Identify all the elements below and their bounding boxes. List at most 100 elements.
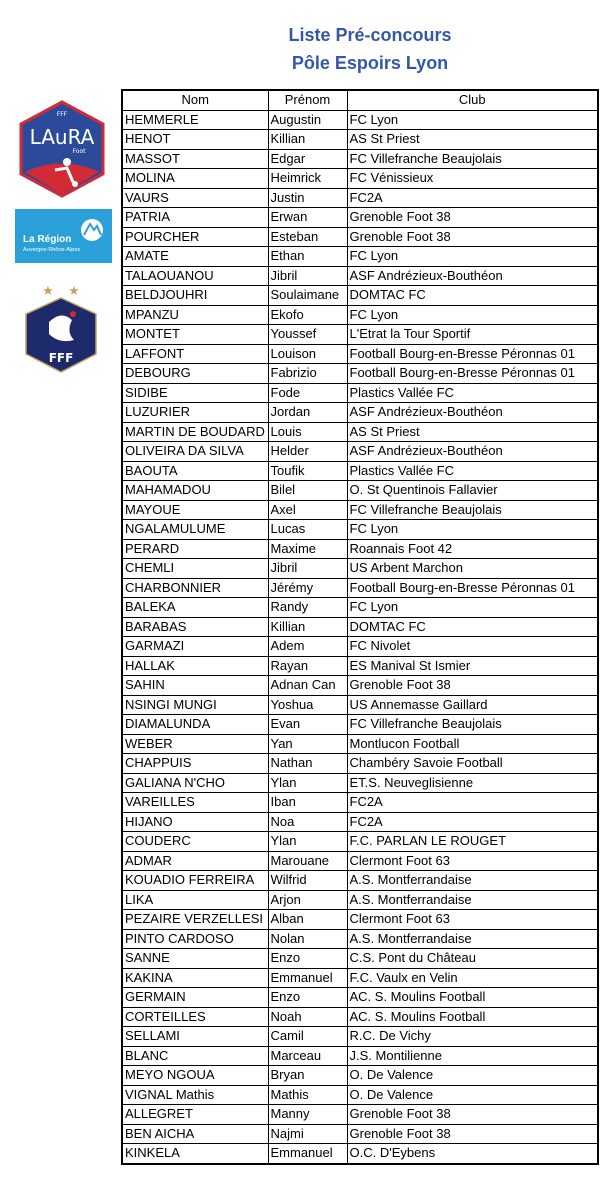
nom-cell: SIDIBE xyxy=(121,382,269,403)
players-table: Nom Prénom Club HEMMERLE Augustin FC Lyon H… xyxy=(121,89,599,1165)
nom-cell: WEBER xyxy=(121,733,269,754)
nom-cell: LUZURIER xyxy=(121,402,269,423)
club-cell: ET.S. Neuveglisienne xyxy=(346,772,599,793)
table-row: CHAPPUIS Nathan Chambéry Savoie Football xyxy=(121,753,599,774)
prenom-cell: Adnan Can xyxy=(267,675,348,696)
table-row: HALLAK Rayan ES Manival St Ismier xyxy=(121,655,599,676)
table-row: BELDJOUHRI Soulaimane DOMTAC FC xyxy=(121,285,599,306)
fff-logo: ★ ★ FFF xyxy=(25,283,97,373)
prenom-cell: Manny xyxy=(267,1104,348,1125)
club-cell: FC Nivolet xyxy=(346,636,599,657)
table-row: PERARD Maxime Roannais Foot 42 xyxy=(121,538,599,559)
club-cell: Clermont Foot 63 xyxy=(346,909,599,930)
club-cell: AC. S. Moulins Football xyxy=(346,1006,599,1027)
header-nom: Nom xyxy=(121,89,269,111)
table-row: MEYO NGOUA Bryan O. De Valence xyxy=(121,1065,599,1086)
table-row: MARTIN DE BOUDARD Louis AS St Priest xyxy=(121,421,599,442)
club-cell: Grenoble Foot 38 xyxy=(346,226,599,247)
prenom-cell: Mathis xyxy=(267,1084,348,1105)
nom-cell: CHARBONNIER xyxy=(121,577,269,598)
prenom-cell: Fode xyxy=(267,382,348,403)
prenom-cell: Ylan xyxy=(267,831,348,852)
svg-text:Foot: Foot xyxy=(73,148,87,155)
prenom-cell: Toufik xyxy=(267,460,348,481)
club-cell: FC2A xyxy=(346,187,599,208)
club-cell: A.S. Montferrandaise xyxy=(346,870,599,891)
table-row: SELLAMI Camil R.C. De Vichy xyxy=(121,1026,599,1047)
table-row: KAKINA Emmanuel F.C. Vaulx en Velin xyxy=(121,967,599,988)
nom-cell: VAURS xyxy=(121,187,269,208)
prenom-cell: Najmi xyxy=(267,1123,348,1144)
table-row: MAYOUE Axel FC Villefranche Beaujolais xyxy=(121,499,599,520)
club-cell: AC. S. Moulins Football xyxy=(346,987,599,1008)
nom-cell: MASSOT xyxy=(121,148,269,169)
table-row: PINTO CARDOSO Nolan A.S. Montferrandaise xyxy=(121,928,599,949)
table-row: OLIVEIRA DA SILVA Helder ASF Andrézieux-Bo… xyxy=(121,441,599,462)
prenom-cell: Marouane xyxy=(267,850,348,871)
prenom-cell: Noa xyxy=(267,811,348,832)
prenom-cell: Nathan xyxy=(267,753,348,774)
prenom-cell: Jibril xyxy=(267,265,348,286)
table-row: GALIANA N'CHO Ylan ET.S. Neuveglisienne xyxy=(121,772,599,793)
table-row: NSINGI MUNGI Yoshua US Annemasse Gaillard xyxy=(121,694,599,715)
nom-cell: PINTO CARDOSO xyxy=(121,928,269,949)
club-cell: Grenoble Foot 38 xyxy=(346,207,599,228)
nom-cell: CORTEILLES xyxy=(121,1006,269,1027)
nom-cell: MOLINA xyxy=(121,168,269,189)
nom-cell: KAKINA xyxy=(121,967,269,988)
table-row: LIKA Arjon A.S. Montferrandaise xyxy=(121,889,599,910)
header-club: Club xyxy=(346,89,599,111)
table-row: MOLINA Heimrick FC Vénissieux xyxy=(121,168,599,189)
table-row: BARABAS Killian DOMTAC FC xyxy=(121,616,599,637)
table-row: CHARBONNIER Jérémy Football Bourg-en-Bress… xyxy=(121,577,599,598)
club-cell: FC Villefranche Beaujolais xyxy=(346,499,599,520)
table-row: HIJANO Noa FC2A xyxy=(121,811,599,832)
prenom-cell: Rayan xyxy=(267,655,348,676)
table-row: MASSOT Edgar FC Villefranche Beaujolais xyxy=(121,148,599,169)
prenom-cell: Edgar xyxy=(267,148,348,169)
nom-cell: NSINGI MUNGI xyxy=(121,694,269,715)
table-row: CHEMLI Jibril US Arbent Marchon xyxy=(121,558,599,579)
nom-cell: TALAOUANOU xyxy=(121,265,269,286)
table-row: GARMAZI Adem FC Nivolet xyxy=(121,636,599,657)
prenom-cell: Yoshua xyxy=(267,694,348,715)
prenom-cell: Killian xyxy=(267,129,348,150)
table-row: TALAOUANOU Jibril ASF Andrézieux-Bouthéon xyxy=(121,265,599,286)
prenom-cell: Maxime xyxy=(267,538,348,559)
nom-cell: BAOUTA xyxy=(121,460,269,481)
nom-cell: DEBOURG xyxy=(121,363,269,384)
document-title: Liste Pré-concours xyxy=(288,25,452,45)
prenom-cell: Randy xyxy=(267,597,348,618)
club-cell: J.S. Montilienne xyxy=(346,1045,599,1066)
prenom-cell: Emmanuel xyxy=(267,967,348,988)
club-cell: F.C. Vaulx en Velin xyxy=(346,967,599,988)
prenom-cell: Soulaimane xyxy=(267,285,348,306)
table-row: SANNE Enzo C.S. Pont du Château xyxy=(121,948,599,969)
prenom-cell: Iban xyxy=(267,792,348,813)
club-cell: FC Villefranche Beaujolais xyxy=(346,148,599,169)
header-prenom: Prénom xyxy=(267,89,348,111)
nom-cell: LAFFONT xyxy=(121,343,269,364)
prenom-cell: Arjon xyxy=(267,889,348,910)
nom-cell: MAHAMADOU xyxy=(121,480,269,501)
table-row: HEMMERLE Augustin FC Lyon xyxy=(121,109,599,130)
svg-text:LAuRA: LAuRA xyxy=(30,125,95,149)
table-row: LAFFONT Louison Football Bourg-en-Bresse P… xyxy=(121,343,599,364)
table-row: WEBER Yan Montlucon Football xyxy=(121,733,599,754)
prenom-cell: Emmanuel xyxy=(267,1143,348,1164)
svg-text:★: ★ xyxy=(68,283,80,298)
prenom-cell: Killian xyxy=(267,616,348,637)
table-row: GERMAIN Enzo AC. S. Moulins Football xyxy=(121,987,599,1008)
club-cell: DOMTAC FC xyxy=(346,616,599,637)
svg-text:FFF: FFF xyxy=(49,351,74,365)
table-row: BAOUTA Toufik Plastics Vallée FC xyxy=(121,460,599,481)
club-cell: FC2A xyxy=(346,811,599,832)
prenom-cell: Ethan xyxy=(267,246,348,267)
table-row: MAHAMADOU Bilel O. St Quentinois Fallavier xyxy=(121,480,599,501)
prenom-cell: Louis xyxy=(267,421,348,442)
prenom-cell: Augustin xyxy=(267,109,348,130)
nom-cell: PEZAIRE VERZELLESI xyxy=(121,909,269,930)
club-cell: R.C. De Vichy xyxy=(346,1026,599,1047)
club-cell: ES Manival St Ismier xyxy=(346,655,599,676)
nom-cell: HENOT xyxy=(121,129,269,150)
